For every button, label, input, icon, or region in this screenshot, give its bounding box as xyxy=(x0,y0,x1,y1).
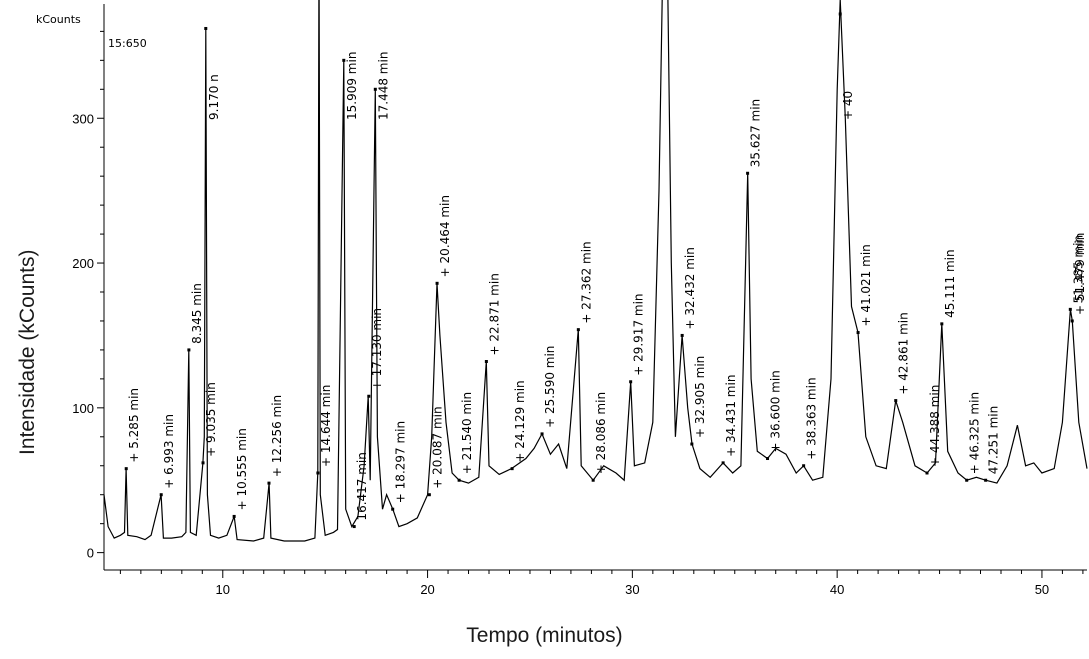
peak-label: + 46.325 min xyxy=(968,392,982,474)
peak-marker xyxy=(721,461,725,465)
peak-marker xyxy=(232,514,236,518)
peak-label: + 32.905 min xyxy=(693,356,707,438)
x-tick-label: 40 xyxy=(830,582,844,597)
peak-label: 45.111 min xyxy=(943,249,957,317)
peak-marker xyxy=(201,461,205,465)
peak-marker xyxy=(838,12,842,16)
peak-label: + 28.086 min xyxy=(594,392,608,474)
peak-marker xyxy=(484,360,488,363)
peak-label: + 17.130 min xyxy=(370,308,384,390)
peak-marker xyxy=(540,432,544,436)
x-axis-title: Tempo (minutos) xyxy=(466,624,623,647)
peak-marker xyxy=(680,333,684,337)
peak-marker xyxy=(391,507,395,511)
peak-marker xyxy=(766,457,770,461)
peak-marker xyxy=(367,394,371,398)
scan-label: 15:650 xyxy=(108,37,147,50)
chromatogram-trace xyxy=(104,0,1088,542)
peak-label: + 20.464 min xyxy=(438,195,452,277)
peak-label: 17.448 min xyxy=(376,52,390,120)
peak-label: + 32.432 min xyxy=(683,247,697,329)
peak-label: + 36.600 min xyxy=(769,370,783,452)
peak-label: + 9.035 min xyxy=(204,382,218,457)
y-tick-label: 0 xyxy=(87,546,94,561)
peak-marker xyxy=(856,331,860,335)
peak-label: + 27.362 min xyxy=(579,241,593,323)
peak-label: + 18.297 min xyxy=(394,421,408,503)
peak-label: + 25.590 min xyxy=(543,346,557,428)
peak-label: + 6.993 min xyxy=(162,414,176,489)
peak-label: + 24.129 min xyxy=(513,380,527,462)
peak-label: 9.170 n xyxy=(207,74,221,120)
peak-marker xyxy=(591,478,595,482)
peak-label: + 14.644 min xyxy=(319,385,333,467)
peak-labels: + 5.285 min + 6.993 min 8.345 min + 9.035 m… xyxy=(124,12,1087,529)
peak-marker xyxy=(690,442,694,446)
peak-label: + 34.431 min xyxy=(724,375,738,457)
x-tick-label: 50 xyxy=(1035,582,1049,597)
peak-marker xyxy=(629,380,633,384)
x-tick-label: 20 xyxy=(420,582,434,597)
peak-label: + 29.917 min xyxy=(632,293,646,375)
y-tick-label: 300 xyxy=(72,111,94,126)
peak-marker xyxy=(940,322,944,326)
peak-marker xyxy=(984,478,988,482)
peak-marker xyxy=(576,328,580,332)
axes: 10 20 30 40 50 0 100 200 300 xyxy=(72,4,1087,597)
peak-label: + 10.555 min xyxy=(235,428,249,510)
peak-marker xyxy=(316,471,320,475)
y-unit-label: kCounts xyxy=(36,13,81,26)
peak-label: + 22.871 min xyxy=(487,273,501,355)
peak-label: 8.345 min xyxy=(190,283,204,344)
peak-label: 16.417 min xyxy=(355,452,369,520)
x-tick-label: 10 xyxy=(216,582,230,597)
peak-label: + 40 xyxy=(841,91,855,120)
peak-marker xyxy=(267,481,271,485)
peak-label: 35.627 min xyxy=(749,99,763,167)
peak-marker xyxy=(1068,307,1072,311)
peak-marker xyxy=(159,493,163,497)
peak-marker xyxy=(510,467,514,471)
peak-marker xyxy=(204,26,208,30)
peak-label: + 51.479 min xyxy=(1073,233,1087,315)
peak-marker xyxy=(352,525,356,529)
peak-marker xyxy=(965,478,969,482)
peak-label: + 12.256 min xyxy=(270,395,284,477)
peak-label: + 41.021 min xyxy=(859,244,873,326)
peak-marker xyxy=(187,348,191,352)
peak-marker xyxy=(925,471,929,475)
peak-label: 15.909 min xyxy=(345,52,359,120)
peak-marker xyxy=(802,464,806,468)
y-axis-title: Intensidade (kCounts) xyxy=(16,249,39,455)
y-tick-label: 200 xyxy=(72,256,94,271)
peak-label: + 38.363 min xyxy=(805,377,819,459)
peak-marker xyxy=(1070,319,1074,323)
series-line xyxy=(104,0,1088,542)
peak-label: 47.251 min xyxy=(987,406,1001,474)
peak-label: + 42.861 min xyxy=(897,312,911,394)
peak-marker xyxy=(373,87,377,91)
peak-marker xyxy=(427,493,431,497)
peak-marker xyxy=(457,478,461,482)
peak-label: 51.385 min xyxy=(1071,235,1085,303)
peak-marker xyxy=(746,171,750,175)
peak-marker xyxy=(435,281,439,285)
y-tick-label: 100 xyxy=(72,401,94,416)
peak-marker xyxy=(124,467,128,471)
peak-label: + 44.388 min xyxy=(928,385,942,467)
x-tick-label: 30 xyxy=(625,582,639,597)
peak-label: + 20.087 min xyxy=(430,406,444,488)
peak-marker xyxy=(342,58,346,62)
peak-marker xyxy=(894,399,898,403)
peak-label: + 21.540 min xyxy=(460,392,474,474)
peak-label: + 5.285 min xyxy=(127,388,141,463)
